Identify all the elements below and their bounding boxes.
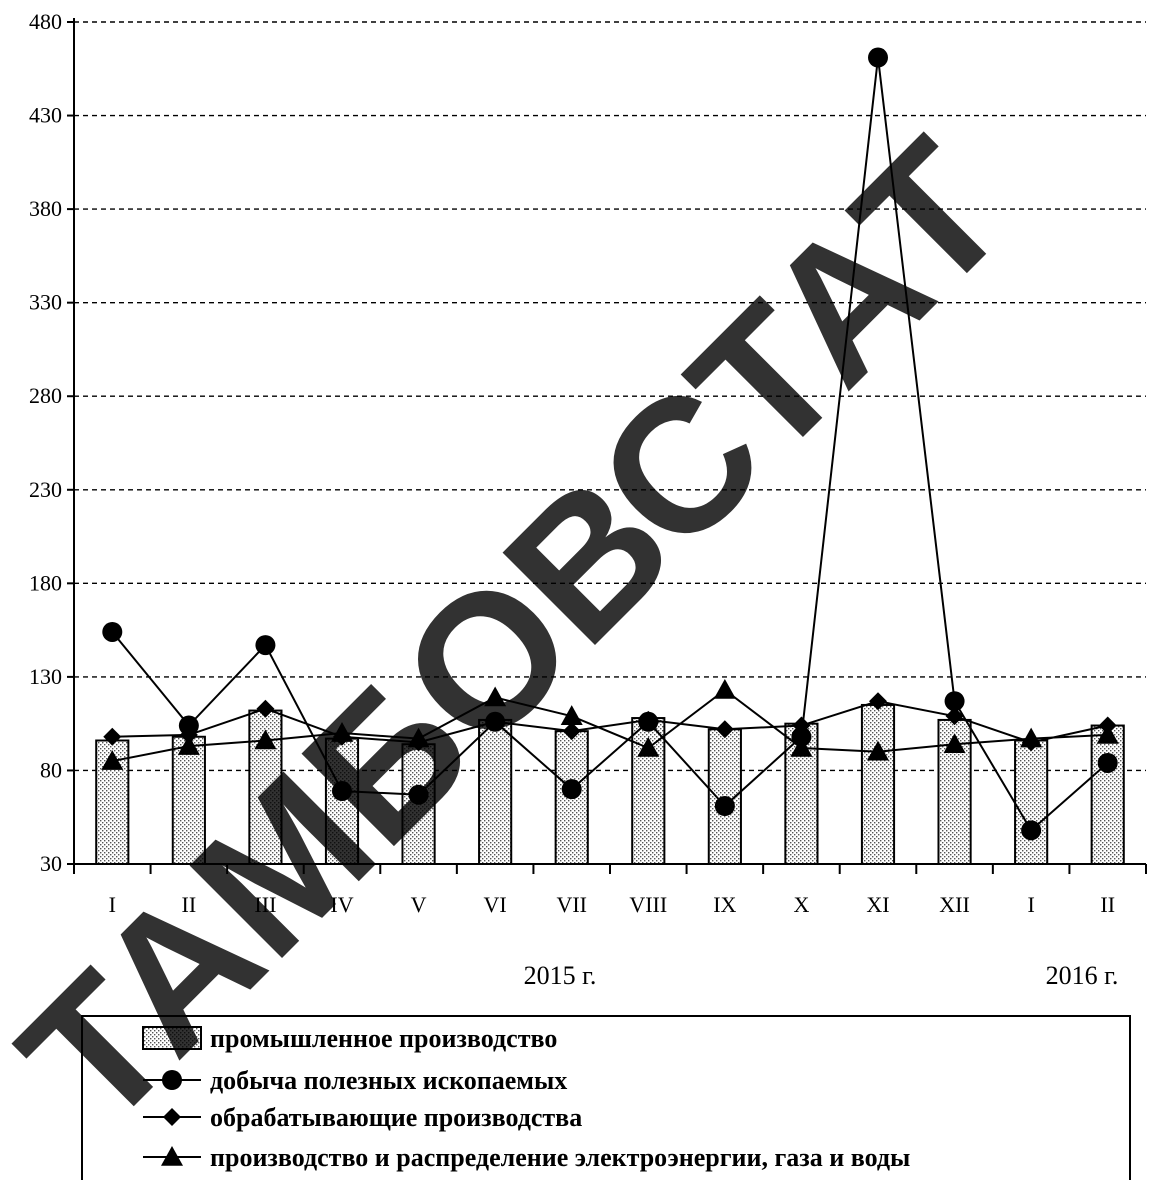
triangle-marker xyxy=(177,735,200,755)
circle-marker xyxy=(178,715,199,736)
triangle-marker xyxy=(484,686,507,707)
y-tick-label: 330 xyxy=(29,290,62,315)
x-tick-label: VIII xyxy=(629,892,667,917)
triangle-marker xyxy=(790,736,813,757)
circle-marker xyxy=(408,784,429,805)
diamond-marker xyxy=(792,716,811,735)
diamond-marker xyxy=(179,725,198,744)
year-label-2015: 2015 г. xyxy=(524,961,597,990)
bar xyxy=(478,718,513,865)
bar xyxy=(1014,739,1049,865)
legend-swatch-diamond xyxy=(163,1108,181,1126)
circle-marker xyxy=(714,795,735,816)
y-tick-label: 130 xyxy=(29,664,62,689)
bar xyxy=(171,735,206,866)
x-tick-label: VI xyxy=(484,892,507,917)
legend-swatch-bar xyxy=(142,1026,202,1050)
year-label-2016: 2016 г. xyxy=(1046,961,1119,990)
bar xyxy=(860,703,896,866)
diamond-marker xyxy=(869,692,887,711)
series-line-triangle xyxy=(112,688,1108,763)
diamond-marker xyxy=(562,722,581,741)
legend: промышленное производство добыча полезных… xyxy=(81,1015,1131,1180)
triangle-marker xyxy=(1096,723,1119,744)
y-tick-label: 280 xyxy=(29,383,62,408)
diamond-marker xyxy=(715,720,734,739)
series-markers xyxy=(101,47,1119,841)
y-tick-label: 80 xyxy=(40,757,62,782)
y-tick-label: 480 xyxy=(29,9,62,34)
x-tick-label: VII xyxy=(556,892,587,917)
series-lines xyxy=(111,57,1109,832)
diamond-marker xyxy=(639,710,658,729)
x-tick-label: V xyxy=(411,892,427,917)
legend-swatch-triangle xyxy=(161,1146,183,1166)
x-tick-label: II xyxy=(182,892,197,917)
triangle-marker xyxy=(943,733,966,754)
circle-marker xyxy=(1021,820,1042,841)
bar xyxy=(1090,724,1125,865)
axes xyxy=(67,18,1147,874)
circle-marker xyxy=(791,726,812,747)
circle-marker xyxy=(561,779,582,800)
circle-marker xyxy=(868,47,888,68)
diamond-marker xyxy=(103,727,122,746)
x-tick-label: I xyxy=(1027,892,1034,917)
legend-label: добыча полезных ископаемых xyxy=(210,1066,567,1095)
circle-marker xyxy=(102,621,123,642)
x-tick-label: IX xyxy=(713,892,736,917)
y-tick-label: 380 xyxy=(29,196,62,221)
series-line-circle xyxy=(111,57,1109,832)
triangle-marker xyxy=(331,722,353,742)
x-tick-label: XII xyxy=(939,892,970,917)
triangle-marker xyxy=(1020,727,1043,748)
triangle-marker xyxy=(254,729,277,750)
x-tick-label: XI xyxy=(866,892,889,917)
legend-label: производство и распределение электроэнер… xyxy=(210,1143,910,1172)
y-tick-label: 230 xyxy=(29,477,62,502)
triangle-marker xyxy=(407,727,430,748)
x-tick-label: IV xyxy=(330,892,353,917)
legend-swatch-circle xyxy=(162,1070,182,1090)
triangle-marker xyxy=(713,678,736,699)
x-tick-label: III xyxy=(254,892,276,917)
legend-label: обрабатывающие производства xyxy=(210,1103,582,1132)
triangle-marker xyxy=(101,750,124,770)
circle-marker xyxy=(944,691,965,712)
watermark-text: ТАМБОВСТАТ xyxy=(0,101,1047,1166)
x-tick-label: X xyxy=(793,892,809,917)
legend-label: промышленное производство xyxy=(210,1024,557,1053)
series-line-diamond xyxy=(112,700,1108,744)
triangle-marker xyxy=(560,705,583,725)
triangle-marker xyxy=(637,736,660,757)
circle-marker xyxy=(255,635,276,656)
diamond-marker xyxy=(945,707,964,726)
diamond-marker xyxy=(486,712,505,731)
x-tick-label: II xyxy=(1100,892,1115,917)
y-tick-label: 30 xyxy=(40,851,62,876)
circle-marker xyxy=(332,781,352,802)
circle-marker xyxy=(1097,752,1118,773)
y-tick-label: 180 xyxy=(29,570,62,595)
triangle-marker xyxy=(867,740,889,761)
y-tick-label: 430 xyxy=(29,103,62,128)
diamond-marker xyxy=(256,699,275,718)
gridlines xyxy=(74,21,1146,772)
legend-frame xyxy=(81,1015,1131,1180)
x-tick-label: I xyxy=(109,892,116,917)
